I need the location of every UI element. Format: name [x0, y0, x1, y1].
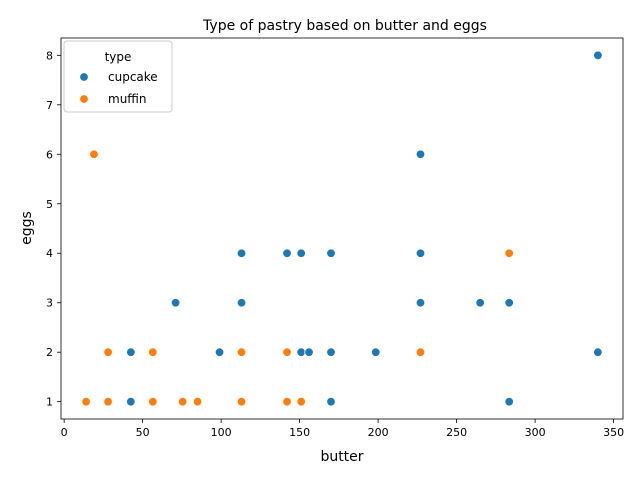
data-point-muffin: [296, 396, 306, 407]
y-tick-label: 3: [46, 297, 53, 310]
data-point-cupcake: [236, 298, 247, 308]
y-tick-label: 6: [46, 148, 53, 161]
data-point-cupcake: [296, 248, 306, 258]
data-point-muffin: [103, 347, 113, 357]
data-point-cupcake: [415, 298, 426, 308]
legend-box: [63, 40, 173, 113]
x-tick-label: 50: [136, 426, 150, 439]
data-point-cupcake: [170, 298, 181, 308]
data-point-muffin: [415, 347, 426, 357]
data-point-cupcake: [304, 347, 314, 357]
legend: type cupcake muffin: [63, 40, 173, 113]
data-point-muffin: [282, 347, 292, 357]
data-point-muffin: [103, 396, 113, 407]
data-point-muffin: [89, 149, 99, 159]
data-point-muffin: [148, 347, 158, 357]
data-point-cupcake: [126, 347, 136, 357]
data-point-muffin: [504, 248, 514, 258]
data-point-cupcake: [236, 248, 247, 258]
data-point-cupcake: [593, 347, 603, 357]
data-point-muffin: [236, 396, 247, 407]
x-tick-label: 0: [61, 426, 68, 439]
data-point-cupcake: [415, 248, 426, 258]
y-tick-label: 5: [46, 198, 53, 211]
legend-label-cupcake: cupcake: [108, 70, 158, 84]
data-point-cupcake: [593, 50, 603, 61]
data-point-cupcake: [326, 396, 336, 407]
data-point-cupcake: [504, 298, 514, 308]
x-axis-ticks: 0 50 100 150 200 250 300 350: [61, 419, 624, 439]
chart-title: Type of pastry based on butter and eggs: [202, 18, 487, 34]
x-axis-label: butter: [320, 449, 363, 465]
data-point-cupcake: [415, 149, 426, 159]
y-axis-ticks: 1 2 3 4 5 6 7 8: [46, 49, 61, 409]
data-point-cupcake: [126, 396, 136, 407]
legend-title: type: [105, 50, 132, 64]
data-point-muffin: [148, 396, 158, 407]
data-point-muffin: [177, 396, 188, 407]
data-point-cupcake: [504, 396, 514, 407]
data-point-muffin: [236, 347, 247, 357]
data-point-muffin: [282, 396, 292, 407]
legend-marker-cupcake: [79, 72, 89, 82]
y-tick-label: 4: [46, 247, 53, 260]
y-tick-label: 1: [46, 396, 53, 409]
y-tick-label: 7: [46, 99, 53, 112]
data-point-cupcake: [326, 248, 336, 258]
x-tick-label: 200: [368, 426, 389, 439]
x-tick-label: 350: [603, 426, 624, 439]
x-tick-label: 250: [446, 426, 467, 439]
x-tick-label: 150: [289, 426, 310, 439]
data-point-cupcake: [326, 347, 336, 357]
data-points: [81, 50, 603, 407]
data-point-muffin: [81, 396, 91, 407]
data-point-cupcake: [371, 347, 381, 357]
data-point-cupcake: [296, 347, 306, 357]
x-tick-label: 100: [211, 426, 232, 439]
x-tick-label: 300: [525, 426, 546, 439]
data-point-cupcake: [282, 248, 292, 258]
y-tick-label: 8: [46, 49, 53, 62]
plot-frame: [60, 37, 624, 420]
data-point-muffin: [192, 396, 203, 407]
y-tick-label: 2: [46, 346, 53, 359]
legend-marker-muffin: [79, 94, 89, 104]
y-axis-label: eggs: [19, 211, 35, 245]
data-point-cupcake: [475, 298, 485, 308]
legend-label-muffin: muffin: [108, 92, 147, 106]
data-point-cupcake: [214, 347, 225, 357]
